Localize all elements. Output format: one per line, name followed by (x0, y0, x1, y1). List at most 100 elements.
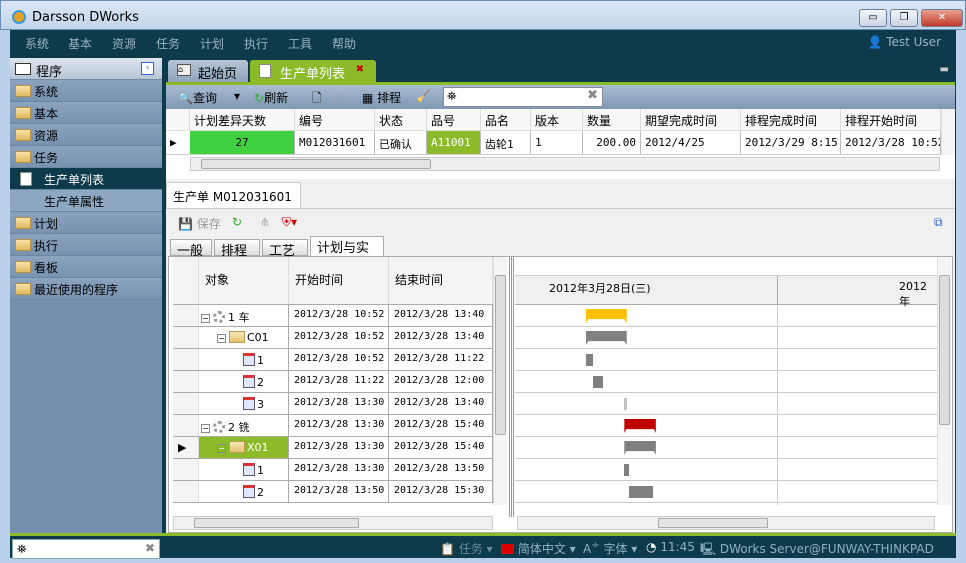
menu-plan[interactable]: 计划 (200, 37, 225, 51)
tree-row[interactable]: −2 铣 2012/3/28 13:30 2012/3/28 15:40 (173, 415, 493, 437)
list-vertical-scrollbar[interactable] (941, 109, 955, 155)
collapse-icon[interactable]: − (201, 424, 210, 433)
subtab[interactable]: 工艺 (262, 239, 308, 259)
table-cell[interactable]: 27 (190, 131, 295, 154)
tab-production-order-detail[interactable]: 生产单 M012031601 ✖ (166, 182, 301, 219)
menu-tools[interactable]: 工具 (288, 37, 313, 51)
gantt-task-bar[interactable] (624, 464, 630, 476)
tree-row[interactable]: 2 2012/3/28 13:50 2012/3/28 15:30 (173, 481, 493, 503)
menu-resource[interactable]: 资源 (112, 37, 137, 51)
splitter-handle[interactable] (509, 257, 514, 517)
gantt-vertical-scrollbar[interactable] (937, 257, 951, 505)
collapse-sidebar-button[interactable]: ‹ (141, 62, 154, 75)
query-dropdown-icon[interactable]: ▾ (234, 89, 241, 103)
gantt-summary-bar[interactable] (586, 309, 627, 323)
gantt-task-bar[interactable] (629, 486, 654, 498)
tree-row[interactable]: −1 车 2012/3/28 10:52 2012/3/28 13:40 (173, 305, 493, 327)
user-menu[interactable]: 👤 Test User (867, 35, 941, 49)
sidebar-item[interactable]: 任务 (10, 146, 162, 168)
gantt-summary-bar[interactable] (586, 331, 627, 345)
refresh-icon[interactable]: ↻ (232, 215, 243, 229)
schedule-button[interactable]: ▦ 排程 (362, 91, 402, 105)
table-cell[interactable]: 2012/3/29 8:15 (741, 131, 841, 154)
sidebar-item[interactable]: 生产单列表 (10, 168, 162, 190)
table-cell[interactable]: 1 (531, 131, 583, 154)
language-selector[interactable]: 简体中文 ▾ (501, 540, 576, 557)
sidebar-item[interactable]: 基本 (10, 102, 162, 124)
subtab[interactable]: 计划与实际 (310, 236, 384, 275)
tree-horizontal-scrollbar[interactable] (173, 516, 493, 530)
menu-task[interactable]: 任务 (156, 37, 181, 51)
col-end[interactable]: 结束时间 (389, 257, 493, 304)
tree-row[interactable]: 3 2012/3/28 13:30 2012/3/28 13:40 (173, 393, 493, 415)
popout-icon[interactable]: ⧉ (934, 215, 943, 229)
task-status[interactable]: 📋 任务 ▾ (440, 542, 493, 556)
query-button[interactable]: 🔍查询 (178, 91, 217, 105)
list-search-input[interactable]: ⛯ ✖ (443, 87, 603, 107)
tree-row[interactable]: 1 2012/3/28 10:52 2012/3/28 11:22 (173, 349, 493, 371)
sidebar-item[interactable]: 生产单属性 (10, 190, 162, 212)
broom-icon[interactable]: 🧹 (416, 89, 431, 103)
sidebar-item[interactable]: 资源 (10, 124, 162, 146)
close-button[interactable]: ✕ (921, 9, 963, 27)
column-header[interactable]: 排程完成时间 (741, 109, 841, 130)
sidebar-item[interactable]: 最近使用的程序 (10, 278, 162, 300)
collapse-icon[interactable]: − (217, 334, 226, 343)
table-cell[interactable]: A11001 (427, 131, 481, 154)
menu-help[interactable]: 帮助 (332, 37, 357, 51)
table-cell[interactable]: 2012/4/25 (641, 131, 741, 154)
table-cell[interactable]: 200.00 (583, 131, 641, 154)
table-cell[interactable]: 已确认 (375, 131, 427, 154)
column-header[interactable]: 期望完成时间 (641, 109, 741, 130)
flow-icon[interactable]: ⋔ (260, 215, 271, 229)
menu-system[interactable]: 系统 (25, 37, 50, 51)
gantt-summary-bar[interactable] (624, 441, 656, 455)
column-header[interactable]: 数量 (583, 109, 641, 130)
sidebar-item[interactable]: 系统 (10, 80, 162, 102)
tree-row[interactable]: ▶ − X01 2012/3/28 13:30 2012/3/28 15:40 (173, 437, 493, 459)
subtab[interactable]: 排程 (214, 239, 260, 259)
tree-row[interactable]: 2 2012/3/28 11:22 2012/3/28 12:00 (173, 371, 493, 393)
column-header[interactable]: 品名 (481, 109, 531, 130)
table-row[interactable]: ▶ 27 M012031601 已确认 A11001 齿轮1 1 200.00 2012/4/2… (166, 131, 941, 155)
menu-execute[interactable]: 执行 (244, 37, 269, 51)
table-cell[interactable]: M012031601 (295, 131, 375, 154)
list-horizontal-scrollbar[interactable] (190, 157, 940, 171)
sidebar-search-input[interactable]: ⛯ ✖ (12, 539, 160, 559)
menu-basic[interactable]: 基本 (68, 37, 93, 51)
gantt-summary-bar[interactable] (624, 419, 656, 433)
column-header[interactable]: 品号 (427, 109, 481, 130)
column-header[interactable]: 排程开始时间 (841, 109, 941, 130)
tree-vertical-scrollbar[interactable] (493, 257, 507, 505)
collapse-icon[interactable]: − (201, 314, 210, 323)
tab-production-list[interactable]: 生产单列表 ✖ (250, 60, 376, 82)
save-button[interactable]: 💾 保存 (178, 217, 221, 231)
minimize-button[interactable]: ▭ (859, 9, 887, 27)
sidebar-item[interactable]: 看板 (10, 256, 162, 278)
table-cell[interactable]: 2012/3/28 10:52 (841, 131, 941, 154)
new-icon[interactable]: 🗋 (312, 91, 322, 105)
clear-search-icon[interactable]: ✖ (587, 88, 598, 103)
pin-icon[interactable]: ▬ (939, 64, 949, 75)
column-header[interactable]: 版本 (531, 109, 583, 130)
sidebar-item[interactable]: 计划 (10, 212, 162, 234)
refresh-button[interactable]: ↻刷新 (254, 91, 289, 105)
shield-icon[interactable]: ⛨▾ (282, 215, 298, 229)
column-header[interactable]: 编号 (295, 109, 375, 130)
col-start[interactable]: 开始时间 (289, 257, 389, 304)
gantt-task-bar[interactable] (586, 354, 594, 366)
gantt-task-bar[interactable] (624, 398, 627, 410)
clear-search-icon[interactable]: ✖ (144, 541, 155, 555)
column-header[interactable]: 状态 (375, 109, 427, 130)
sidebar-item[interactable]: 执行 (10, 234, 162, 256)
close-tab-icon[interactable]: ✖ (355, 64, 364, 75)
subtab[interactable]: 一般 (170, 239, 212, 259)
gantt-task-bar[interactable] (593, 376, 603, 388)
tree-row[interactable]: 1 2012/3/28 13:30 2012/3/28 13:50 (173, 459, 493, 481)
gantt-horizontal-scrollbar[interactable] (517, 516, 935, 530)
maximize-button[interactable]: ❐ (890, 9, 918, 27)
font-selector[interactable]: A÷ 字体 ▾ (583, 540, 638, 556)
collapse-icon[interactable]: − (217, 444, 226, 453)
tab-home[interactable]: ⌂ 起始页 (168, 60, 248, 82)
col-object[interactable]: 对象 (199, 257, 289, 304)
